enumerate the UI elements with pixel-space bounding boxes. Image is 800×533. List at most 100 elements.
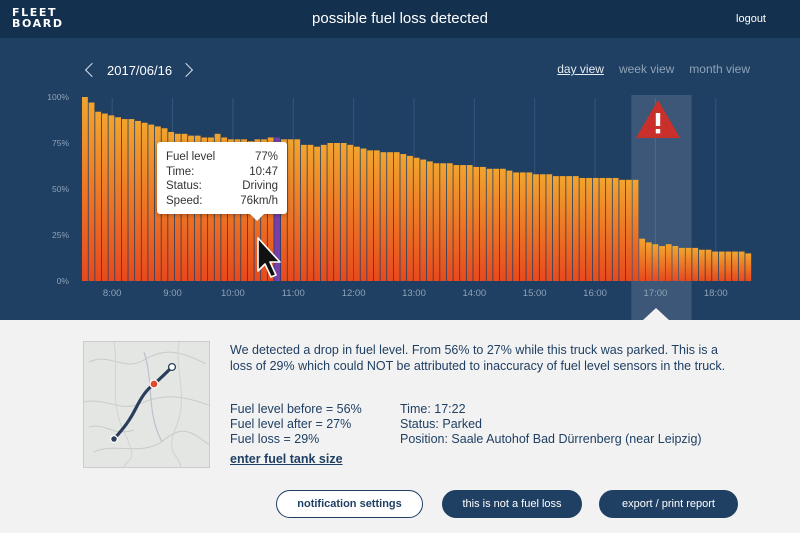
chart-bar[interactable]: [82, 97, 88, 281]
chart-bar[interactable]: [141, 122, 148, 281]
chart-bar[interactable]: [513, 172, 520, 281]
chart-bar[interactable]: [135, 120, 141, 281]
chart-bar[interactable]: [360, 148, 367, 281]
chart-bar[interactable]: [645, 242, 652, 281]
chart-bar[interactable]: [599, 177, 606, 281]
chart-bar[interactable]: [300, 144, 307, 281]
enter-tank-size-link[interactable]: enter fuel tank size: [230, 452, 343, 466]
chart-bar[interactable]: [128, 119, 135, 281]
chart-bar[interactable]: [592, 177, 599, 281]
chart-bar[interactable]: [579, 177, 586, 281]
chart-bar[interactable]: [652, 244, 659, 281]
chart-bar[interactable]: [705, 249, 712, 281]
chart-bar[interactable]: [95, 111, 102, 281]
chart-bar[interactable]: [625, 179, 632, 281]
chart-bar[interactable]: [725, 251, 732, 281]
chart-bar[interactable]: [446, 163, 453, 281]
chart-bar[interactable]: [413, 157, 420, 281]
fuel-level-chart[interactable]: 100% 75% 50% 25% 0% 8:00 9:00 10:00 11:00 12:00 1…: [0, 0, 800, 320]
chart-bar[interactable]: [572, 176, 579, 281]
chart-bar[interactable]: [367, 150, 374, 281]
chart-bar[interactable]: [101, 113, 108, 281]
chart-bar[interactable]: [307, 144, 314, 281]
chart-bar[interactable]: [486, 168, 493, 281]
chart-bar[interactable]: [393, 152, 400, 281]
tab-week-view[interactable]: week view: [618, 62, 675, 76]
chart-bar[interactable]: [679, 247, 685, 281]
chart-bar[interactable]: [347, 144, 354, 281]
chart-bar[interactable]: [334, 143, 340, 281]
chart-bar[interactable]: [108, 115, 115, 282]
chart-bar[interactable]: [506, 170, 513, 281]
chart-bar[interactable]: [287, 139, 294, 281]
chart-bar[interactable]: [732, 251, 738, 281]
chart-bar[interactable]: [400, 154, 407, 281]
chart-bar[interactable]: [533, 174, 539, 281]
chart-bar[interactable]: [665, 244, 672, 281]
chart-bar[interactable]: [373, 150, 380, 281]
chart-bar[interactable]: [672, 246, 679, 281]
chart-bar[interactable]: [559, 176, 566, 281]
chart-bar[interactable]: [586, 177, 592, 281]
notification-settings-button[interactable]: notification settings: [276, 490, 423, 518]
chart-bar[interactable]: [148, 124, 155, 281]
fuel-loss-location-marker[interactable]: [149, 379, 159, 389]
chart-bar[interactable]: [466, 165, 473, 281]
current-date: 2017/06/16: [107, 62, 173, 78]
y-tick-label: 0%: [57, 276, 70, 286]
chart-bar[interactable]: [294, 139, 301, 281]
chart-bar[interactable]: [387, 152, 393, 281]
logout-link[interactable]: logout: [736, 13, 766, 25]
event-time: Time: 17:22: [400, 402, 466, 416]
chart-bar[interactable]: [460, 165, 466, 281]
chart-bar[interactable]: [353, 146, 360, 281]
chart-bar[interactable]: [340, 143, 347, 281]
chart-bar[interactable]: [88, 102, 95, 282]
chart-bar[interactable]: [380, 152, 387, 281]
chart-bar[interactable]: [718, 251, 725, 281]
chart-bar[interactable]: [698, 249, 705, 281]
warning-triangle-icon[interactable]: [636, 100, 680, 138]
chart-bar[interactable]: [632, 179, 639, 281]
chart-bar[interactable]: [433, 163, 440, 281]
chart-bar[interactable]: [546, 174, 553, 281]
chart-bar[interactable]: [659, 246, 665, 281]
fleetboard-logo[interactable]: FLEET BOARD: [12, 7, 64, 29]
chart-bar[interactable]: [566, 176, 573, 281]
chart-bar[interactable]: [738, 251, 745, 281]
x-tick-label: 18:00: [704, 288, 728, 299]
chart-bar[interactable]: [320, 144, 327, 281]
route-map[interactable]: [83, 341, 210, 468]
not-a-fuel-loss-button[interactable]: this is not a fuel loss: [442, 490, 582, 518]
chart-bar[interactable]: [426, 161, 433, 281]
chart-bar[interactable]: [473, 166, 480, 281]
chart-bar[interactable]: [115, 117, 122, 282]
chart-bar[interactable]: [612, 177, 619, 281]
chart-bar[interactable]: [453, 165, 460, 281]
chart-bar[interactable]: [712, 251, 719, 281]
chart-bar[interactable]: [314, 146, 321, 281]
chart-bar[interactable]: [685, 247, 692, 281]
chart-bar[interactable]: [745, 253, 752, 281]
chart-bar[interactable]: [499, 168, 506, 281]
chart-bar[interactable]: [440, 163, 447, 281]
tooltip-label: Status:: [166, 180, 202, 192]
chart-bar[interactable]: [121, 119, 128, 281]
chart-bar[interactable]: [552, 176, 559, 281]
x-tick-label: 9:00: [163, 288, 182, 299]
chart-bar[interactable]: [420, 159, 427, 281]
chart-bar[interactable]: [493, 168, 500, 281]
chart-bar[interactable]: [639, 238, 646, 281]
chart-bar[interactable]: [519, 172, 526, 281]
chart-bar[interactable]: [407, 155, 413, 281]
tab-month-view[interactable]: month view: [689, 62, 750, 76]
chart-bar[interactable]: [327, 143, 334, 281]
chart-bar[interactable]: [526, 172, 533, 281]
chart-bar[interactable]: [480, 166, 486, 281]
export-print-report-button[interactable]: export / print report: [599, 490, 738, 518]
tab-day-view[interactable]: day view: [557, 62, 604, 76]
chart-bar[interactable]: [606, 177, 612, 281]
chart-bar[interactable]: [539, 174, 546, 281]
chart-bar[interactable]: [692, 247, 699, 281]
chart-bar[interactable]: [619, 179, 626, 281]
